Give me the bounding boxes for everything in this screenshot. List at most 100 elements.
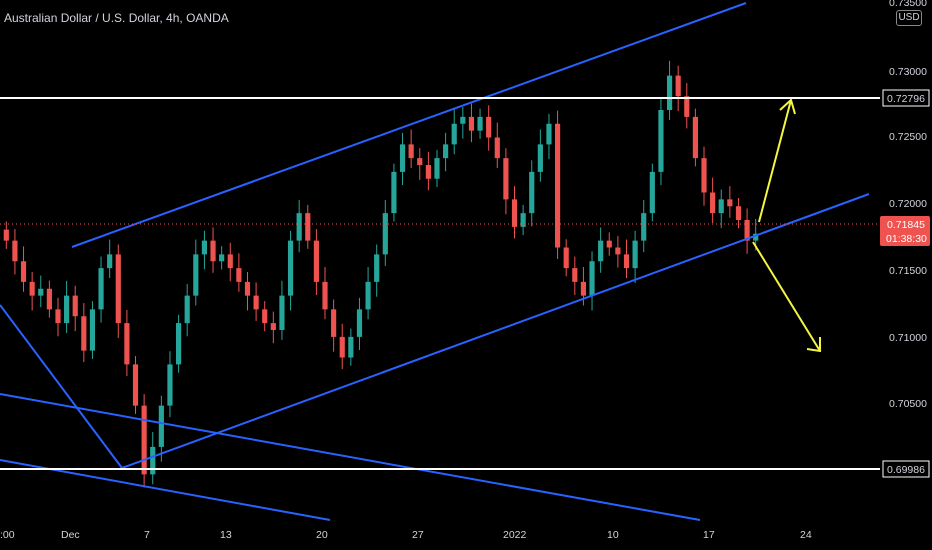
candle-body [710,192,716,214]
lower-level-price-label: 0.69986 [887,464,925,476]
candle-body [753,233,759,241]
candle-body [365,281,371,310]
candle-body [20,261,27,282]
x-tick-label: :00 [0,529,15,541]
candle-body [305,213,311,241]
channel-lower-line[interactable] [121,193,870,469]
y-tick-label: 0.73500 [889,0,927,9]
candle-body [322,281,328,310]
symbol-title[interactable]: Australian Dollar / U.S. Dollar, 4h, OAN… [4,11,229,25]
candle-body [503,158,509,200]
candle-body [193,254,199,296]
candle-body [175,323,182,365]
arrow-up-projection[interactable] [758,98,796,223]
candle-body [158,405,164,447]
upper-level-price-box [882,89,930,107]
candle-body [356,309,363,337]
candle-body [744,220,750,241]
candle-body [201,240,208,255]
candle-body [641,213,647,241]
currency-button[interactable]: USD [896,10,922,26]
candle-body [649,171,655,214]
candle-body [184,295,190,324]
descending-line-upper[interactable] [0,393,701,521]
candle-body [434,158,440,179]
candle-body [546,123,552,145]
candle-body [72,295,78,317]
upper-level-price-label: 0.72796 [887,93,925,105]
candle-body [115,254,121,324]
lower-level-price-box [882,460,930,478]
candle-body [511,199,518,227]
x-tick-label: 7 [144,529,150,541]
candle-body [623,254,630,269]
time-axis[interactable]: :00 Dec 7 13 20 27 2022 10 17 24 [0,529,812,541]
candle-body [399,144,406,172]
candle-body [606,240,612,248]
candle-body [46,288,52,310]
candle-body [279,295,285,330]
candle-body [520,213,526,227]
candle-body [89,309,96,351]
steep-down-line[interactable] [0,304,123,469]
candle-body [451,123,457,145]
y-tick-label: 0.71500 [889,265,927,277]
candle-body [572,268,578,282]
candle-body [287,240,294,296]
candle-body [563,247,569,269]
candle-body [460,116,466,124]
candle-body [98,268,104,310]
candle-body [692,116,698,159]
candle-body [718,199,724,214]
candle-body [150,446,156,475]
candle-body [107,254,113,269]
candle-body [580,281,587,296]
candle-body [132,364,139,406]
candle-body [632,240,638,269]
y-tick-label: 0.72500 [889,131,927,143]
candle-body [270,323,276,330]
arrow-down-projection[interactable] [752,241,821,353]
candle-body [64,295,70,324]
candle-body [666,75,673,110]
candle-body [81,316,87,351]
candle-body [12,240,18,262]
candle-body [391,171,397,214]
y-tick-label: 0.72000 [889,198,927,210]
x-tick-label: 20 [316,529,328,541]
candle-body [331,309,337,337]
candle-body [219,254,225,262]
candle-body [494,137,500,159]
x-tick-label: 13 [220,529,232,541]
price-axis[interactable]: 0.73500 0.73000 0.72500 0.72000 0.71500 … [880,0,930,478]
candle-body [29,281,35,296]
x-tick-label: Dec [61,529,80,541]
candle-body [262,309,268,324]
candle-body [554,123,561,248]
candle-body [477,116,483,131]
channel-upper-line[interactable] [71,2,747,248]
candle-body [296,213,302,241]
candle-body [615,247,621,255]
candle-body [735,206,742,220]
candle-body [3,229,9,241]
candle-body [486,116,492,138]
candle-body [598,240,604,262]
candle-body [167,364,173,406]
y-tick-label: 0.71000 [889,332,927,344]
candle-body [348,336,354,358]
candle-body [468,116,475,131]
candle-body [55,309,61,324]
candle-body [210,240,216,262]
candle-body [253,295,259,310]
candle-body [141,405,147,475]
candle-body [658,110,664,172]
candle-body [38,288,44,296]
x-tick-label: 24 [800,529,812,541]
candle-body [382,213,388,255]
candle-body [408,144,414,159]
y-tick-label: 0.73000 [889,66,927,78]
x-tick-label: 27 [412,529,424,541]
candle-body [675,75,681,97]
